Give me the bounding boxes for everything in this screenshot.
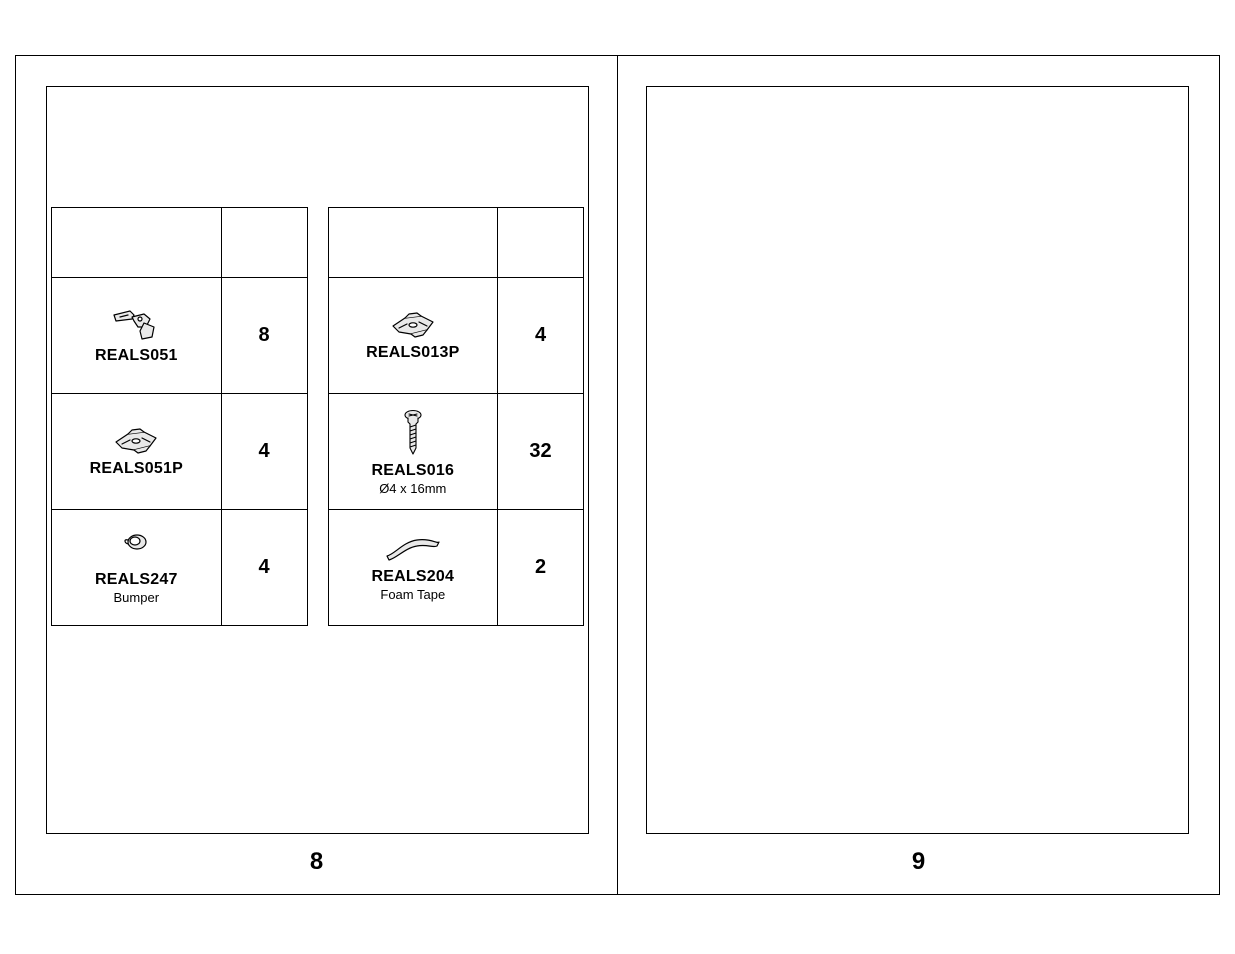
hinge-icon <box>110 307 162 343</box>
page-number-right: 9 <box>618 848 1219 876</box>
plate-icon <box>110 426 162 456</box>
page-spread: REALS051 8 <box>15 55 1220 895</box>
bumper-icon <box>122 531 150 553</box>
part-code-label: REALS204 <box>372 568 455 586</box>
part-qty: 8 <box>221 278 307 394</box>
page-right: 9 <box>618 56 1219 894</box>
part-cell-reals051p: REALS051P <box>52 394 222 510</box>
part-row-reals016: REALS016 Ø4 x 16mm 32 <box>328 394 584 510</box>
part-qty: 4 <box>221 394 307 510</box>
part-code-label: REALS247 <box>95 571 178 589</box>
part-row-reals247: REALS247 Bumper 4 <box>52 510 308 626</box>
part-code-label: REALS051P <box>90 460 183 478</box>
part-cell-reals013p: REALS013P <box>328 278 498 394</box>
part-cell-reals051: REALS051 <box>52 278 222 394</box>
screw-icon <box>401 408 425 458</box>
page-left: REALS051 8 <box>16 56 618 894</box>
part-sub-label: Ø4 x 16mm <box>379 481 446 496</box>
tape-icon <box>381 534 445 564</box>
table-header-img <box>328 208 498 278</box>
page-left-inner-frame: REALS051 8 <box>46 86 589 834</box>
part-cell-reals204: REALS204 Foam Tape <box>328 510 498 626</box>
table-header-img <box>52 208 222 278</box>
part-row-reals051p: REALS051P 4 <box>52 394 308 510</box>
part-cell-reals016: REALS016 Ø4 x 16mm <box>328 394 498 510</box>
part-qty: 4 <box>498 278 584 394</box>
part-code-label: REALS016 <box>372 462 455 480</box>
parts-table-b: REALS013P 4 <box>328 207 585 626</box>
parts-table-a: REALS051 8 <box>51 207 308 626</box>
part-qty: 32 <box>498 394 584 510</box>
part-qty: 4 <box>221 510 307 626</box>
part-code-label: REALS051 <box>95 347 178 365</box>
part-cell-reals247: REALS247 Bumper <box>52 510 222 626</box>
part-sub-label: Foam Tape <box>380 587 445 602</box>
part-code-label: REALS013P <box>366 344 459 362</box>
part-row-reals013p: REALS013P 4 <box>328 278 584 394</box>
table-header-qty <box>221 208 307 278</box>
part-qty: 2 <box>498 510 584 626</box>
part-row-reals204: REALS204 Foam Tape 2 <box>328 510 584 626</box>
table-header-row <box>52 208 308 278</box>
part-row-reals051: REALS051 8 <box>52 278 308 394</box>
page-right-inner-frame <box>646 86 1189 834</box>
table-header-qty <box>498 208 584 278</box>
table-header-row <box>328 208 584 278</box>
plate-icon <box>387 310 439 340</box>
page-number-left: 8 <box>16 848 617 876</box>
parts-tables-container: REALS051 8 <box>47 207 588 626</box>
part-sub-label: Bumper <box>114 590 160 605</box>
